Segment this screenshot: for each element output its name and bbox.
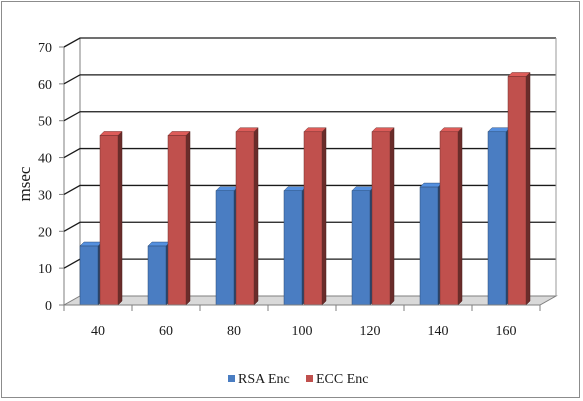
bar-front [167,135,187,306]
bar-rsa-enc [215,186,239,306]
gridline [63,221,556,232]
bar-side [253,127,259,306]
bar-top [235,127,259,133]
x-tick-label: 140 [428,324,449,339]
legend-swatch [306,375,313,382]
bar-side [117,130,123,306]
x-tick-label: 40 [91,324,105,339]
bar-front [283,190,303,306]
bar-front [351,190,371,306]
bar-front [147,245,167,306]
bar-ecc-enc [99,130,123,306]
bar-side [389,127,395,306]
bar-front [439,131,459,306]
bar-top [283,186,307,191]
bar-top [147,241,171,247]
bar-top [419,182,443,188]
legend-label: RSA Enc [238,372,290,387]
bar-front [507,76,527,306]
x-tick-label: 80 [227,324,241,339]
bar-side [185,130,191,306]
gridline [63,147,556,159]
bar-top [167,131,191,136]
gridline [63,37,556,48]
bar-ecc-enc [507,71,531,306]
bar-top [439,127,463,133]
bar-front [79,245,99,306]
y-tick-label: 40 [38,152,52,167]
bar-rsa-enc [147,241,171,306]
bar-top [487,127,511,133]
bar-side [457,127,463,306]
bar-front [99,135,119,306]
gridline [63,111,556,122]
bar-top [507,72,531,77]
bar-front [371,131,391,306]
y-tick-label: 50 [38,115,52,130]
bar-top [371,127,395,133]
x-tick-label: 160 [496,324,517,339]
bar-top [303,127,327,133]
y-tick-label: 30 [38,188,52,203]
bars [79,71,531,306]
bar-ecc-enc [439,127,463,306]
bar-ecc-enc [371,127,395,306]
x-axis-ticks: 40 60 80 100 120 140 160 [63,304,541,339]
bar-ecc-enc [303,127,327,306]
gridline [63,184,556,195]
bar-side [321,127,327,306]
bar-rsa-enc [351,186,375,306]
bar-top [99,131,123,136]
bar-ecc-enc [235,127,259,306]
y-tick-label: 70 [38,41,52,56]
x-tick-label: 120 [360,324,381,339]
legend-item: ECC Enc [306,372,369,387]
gridline [63,74,556,85]
y-axis-ticks: 0 10 20 30 40 50 60 70 [38,41,64,314]
y-tick-label: 10 [38,262,52,277]
bar-rsa-enc [487,127,511,306]
bar-rsa-enc [283,186,307,306]
y-tick-label: 60 [38,78,52,93]
y-tick-label: 20 [38,225,52,240]
bar-top [351,186,375,191]
bar-top [79,241,103,247]
x-tick-label: 60 [159,324,173,339]
bar-rsa-enc [79,241,103,306]
bar-front [487,131,507,306]
bar-ecc-enc [167,130,191,306]
y-tick-label: 0 [45,299,52,314]
legend-item: RSA Enc [228,372,290,387]
bar-front [235,131,255,306]
bar-rsa-enc [419,182,443,306]
x-tick-label: 100 [292,324,313,339]
legend: RSA Enc ECC Enc [228,372,369,387]
bar-front [303,131,323,306]
bar-top [215,186,239,191]
y-axis-title: msec [15,166,34,201]
bar-front [215,190,235,306]
bar-side [525,71,531,306]
legend-swatch [228,375,235,382]
legend-label: ECC Enc [316,372,369,387]
bar-front [419,186,439,306]
